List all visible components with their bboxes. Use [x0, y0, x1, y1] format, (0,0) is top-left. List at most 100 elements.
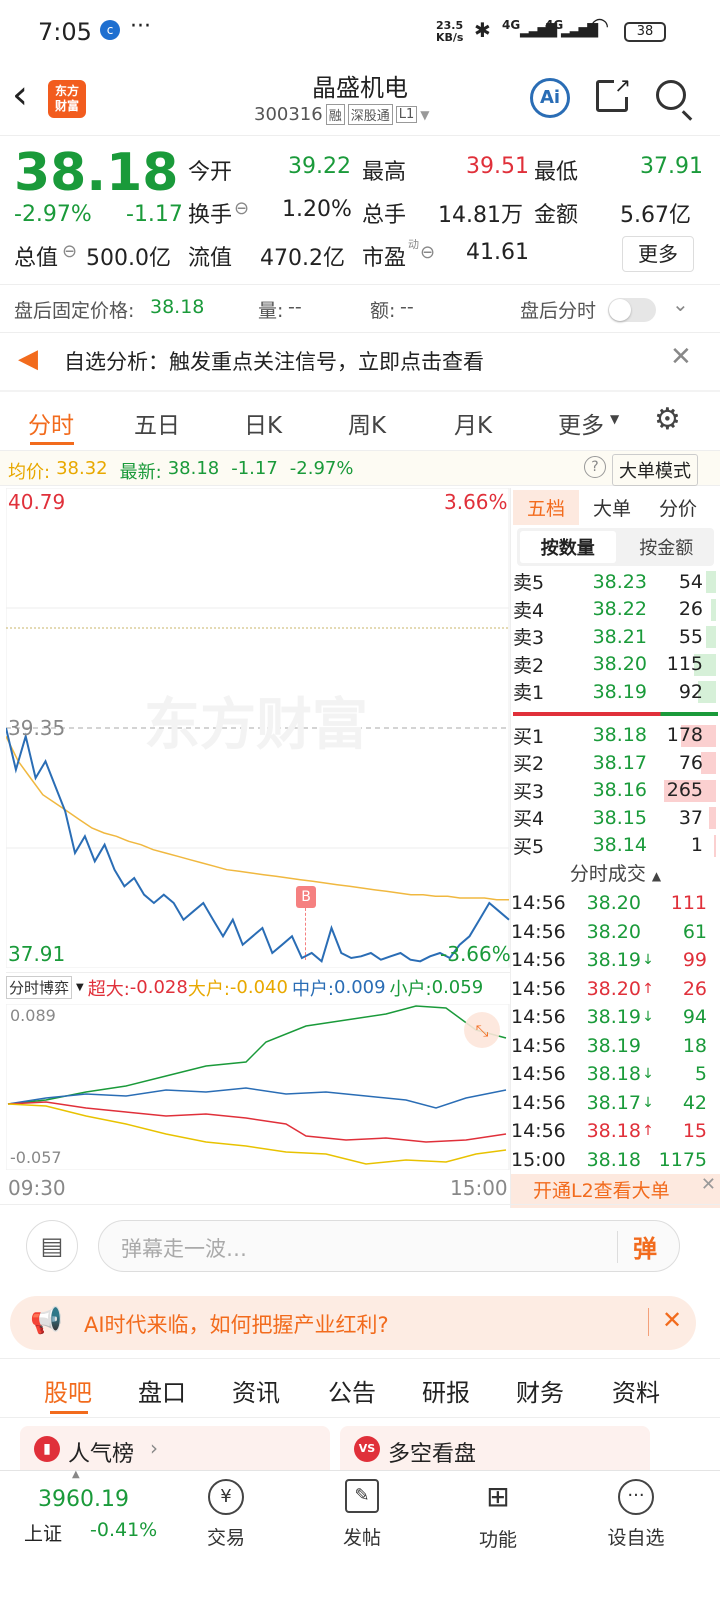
long-short-card[interactable]: VS 多空看盘 [340, 1426, 650, 1472]
pe-label: 市盈 [362, 246, 407, 271]
settings-gear-icon[interactable]: ⚙ [654, 402, 681, 437]
flow-dropdown-icon[interactable]: ▼ [76, 982, 84, 993]
ai-promo-banner[interactable]: 📢 AI时代来临，如何把握产业红利? ✕ [10, 1296, 696, 1350]
tab-five-day[interactable]: 五日 [134, 413, 180, 439]
bid-level-row: 买5 38.14 1 [511, 832, 720, 860]
subtab-by-volume[interactable]: 按数量 [520, 531, 616, 563]
pe-sup: 动 [408, 238, 419, 251]
tab-market[interactable]: 盘口 [138, 1379, 186, 1407]
tick-direction: ↓ [642, 1066, 654, 1083]
tab-research[interactable]: 研报 [422, 1379, 470, 1407]
comment-placeholder: 弹幕走一波… [121, 1237, 247, 1261]
tick-volume: 18 [682, 1034, 707, 1057]
tab-profile[interactable]: 资料 [612, 1379, 660, 1407]
small-flow-line [7, 1005, 507, 1105]
bid-level-volume: 37 [678, 806, 703, 829]
ask-level-row: 卖2 38.20 115 [511, 651, 720, 679]
ask-level-price: 38.22 [592, 598, 647, 621]
danmaku-settings-icon[interactable]: ▤ [26, 1220, 78, 1272]
tick-volume: 1175 [658, 1148, 707, 1171]
buy-marker[interactable]: B [296, 886, 316, 908]
tab-five-levels[interactable]: 五档 [513, 489, 579, 525]
connect-tag: 深股通 [347, 104, 393, 125]
tick-price: 38.19 [586, 949, 641, 972]
more-button[interactable]: 更多 [622, 236, 694, 272]
low-label: 最低 [534, 160, 579, 185]
tab-price-dist[interactable]: 分价 [658, 497, 697, 520]
ai-banner-text: AI时代来临，如何把握产业红利? [84, 1313, 389, 1337]
close-icon[interactable]: ✕ [670, 342, 692, 372]
tab-announcements[interactable]: 公告 [328, 1379, 376, 1407]
tick-time: 14:56 [511, 949, 566, 972]
info-icon[interactable]: ⊖ [234, 198, 250, 219]
popularity-card[interactable]: ▮ 人气榜 › [20, 1426, 330, 1472]
expand-icon[interactable]: ⤡ [476, 1021, 489, 1040]
notice-text[interactable]: 自选分析：触发重点关注信号，立即点击查看 [64, 350, 484, 374]
super-label: 超大: [87, 978, 130, 1000]
time-start: 09:30 [8, 1176, 66, 1200]
more-caret-icon: ▼ [610, 412, 620, 426]
app-logo[interactable]: 东方 财富 [48, 80, 86, 118]
flow-title[interactable]: 分时博弈 [6, 976, 73, 999]
l2-upgrade-banner[interactable]: 开通L2查看大单 ✕ [511, 1174, 720, 1208]
ask-level-price: 38.19 [592, 680, 647, 703]
pe-info-icon[interactable]: ⊖ [420, 242, 436, 263]
tab-more[interactable]: 更多 [558, 413, 604, 439]
community-tabs: 股吧 盘口 资讯 公告 研报 财务 资料 [0, 1358, 720, 1418]
nav-functions[interactable]: ⊞ 功能 [428, 1479, 568, 1552]
stock-code-row: 300316 融 深股通 L1 ▼ [254, 104, 430, 125]
tick-volume: 26 [682, 977, 707, 1000]
ask-level-row: 卖4 38.22 26 [511, 596, 720, 624]
tick-time: 14:56 [511, 1006, 566, 1029]
mcap-info-icon[interactable]: ⊖ [62, 241, 78, 262]
chart-bars-icon: ▮ [34, 1436, 60, 1462]
bid-level-price: 38.15 [592, 806, 647, 829]
nav-trade[interactable]: ¥ 交易 [156, 1479, 296, 1550]
logo-text-1: 东方 [54, 84, 79, 98]
mid-value: 0.009 [334, 977, 386, 998]
tick-price: 38.18 [586, 1120, 641, 1143]
app-notification-icon: c [100, 20, 120, 40]
tab-financials[interactable]: 财务 [516, 1379, 564, 1407]
l2-close-icon[interactable]: ✕ [700, 1174, 716, 1195]
after-hours-toggle[interactable] [608, 298, 656, 322]
share-icon[interactable]: ↗ [596, 73, 631, 112]
fund-flow-chart[interactable]: ⤡ [6, 1004, 510, 1170]
index-widget[interactable]: ▲ 3960.19 上证 -0.41% [0, 1469, 160, 1567]
tick-price: 38.20 [586, 892, 641, 915]
ai-assistant-icon[interactable]: Ai [530, 78, 570, 118]
subtab-by-amount[interactable]: 按金额 [639, 538, 694, 559]
tab-big-orders[interactable]: 大单 [592, 497, 631, 520]
intraday-chart[interactable]: 东方财富 [6, 488, 510, 968]
logo-text-2: 财富 [54, 99, 79, 113]
tab-forum[interactable]: 股吧 [44, 1379, 92, 1407]
tick-row: 14:56 38.20 111 [511, 889, 720, 918]
help-icon[interactable]: ? [584, 456, 606, 478]
tick-volume: 94 [682, 1006, 707, 1029]
long-short-title: 多空看盘 [388, 1442, 477, 1467]
chevron-down-icon[interactable]: ⌄ [672, 292, 689, 316]
comment-input[interactable]: 弹幕走一波… 弹 [98, 1220, 680, 1272]
big-order-mode-button[interactable]: 大单模式 [612, 454, 698, 486]
tab-intraday[interactable]: 分时 [28, 413, 74, 439]
tab-news[interactable]: 资讯 [232, 1379, 280, 1407]
dropdown-icon[interactable]: ▼ [420, 107, 430, 122]
nav-functions-label: 功能 [478, 1529, 517, 1551]
tick-direction: ↑ [642, 1123, 654, 1140]
tick-volume: 99 [682, 949, 707, 972]
tab-weekly-k[interactable]: 周K [348, 413, 387, 439]
tick-row: 14:56 38.17 ↓ 42 [511, 1089, 720, 1118]
latest-value: 38.18 [167, 458, 220, 479]
ticks-title[interactable]: 分时成交 ▲ [511, 859, 720, 889]
nav-add-watchlist[interactable]: ··· 设自选 [566, 1479, 706, 1550]
back-icon[interactable]: ‹ [12, 72, 28, 118]
search-icon[interactable] [656, 80, 693, 121]
grid-icon: ⊞ [486, 1480, 510, 1513]
banner-close-icon[interactable]: ✕ [662, 1306, 683, 1334]
danmaku-button[interactable]: 弹 [633, 1235, 657, 1263]
nav-post[interactable]: ✎ 发帖 [292, 1479, 432, 1550]
tab-monthly-k[interactable]: 月K [454, 413, 493, 439]
nav-post-label: 发帖 [342, 1527, 381, 1549]
ask-volume-bar [697, 681, 716, 703]
tab-daily-k[interactable]: 日K [244, 413, 283, 439]
